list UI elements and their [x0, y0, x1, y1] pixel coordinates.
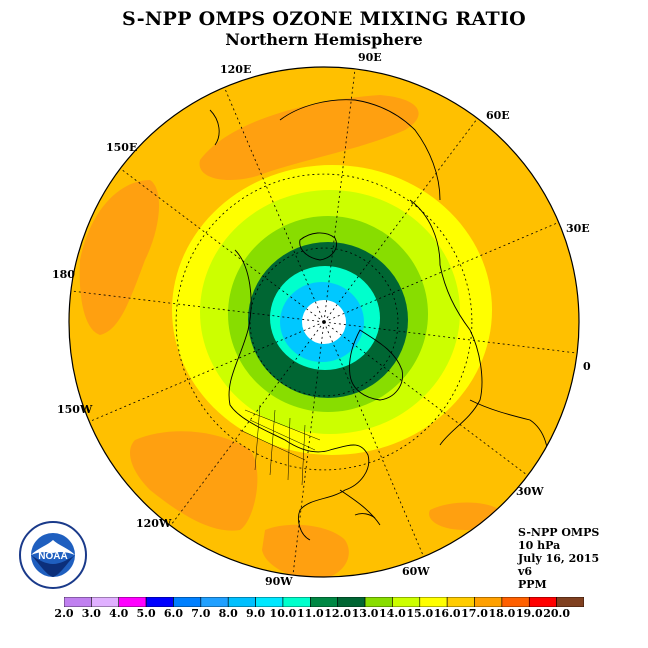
lon-label-120w: 120W	[136, 517, 172, 530]
orange-patch-bottom-left	[130, 431, 258, 531]
map-outline	[68, 66, 580, 578]
noaa-logo-wave	[31, 555, 75, 577]
coast-eurasia	[409, 199, 483, 446]
colorbar-swatch	[64, 597, 92, 607]
colorbar-swatch	[556, 597, 584, 607]
lon-label-90e: 90E	[358, 51, 382, 64]
info-date: July 16, 2015	[518, 552, 600, 565]
longitude-labels: 90E 60E 30E 0 30W 60W 90W 120W 150W 180 …	[52, 51, 591, 588]
colorbar-swatch	[200, 597, 229, 607]
lon-label-60e: 60E	[486, 109, 510, 122]
noaa-logo: NOAA	[19, 521, 87, 589]
lon-label-30e: 30E	[566, 222, 590, 235]
colorbar-labels: 2.0 3.0 4.0 5.0 6.0 7.0 8.0 9.0 10.0 11.0 12.0 13.0…	[0, 607, 648, 623]
coast-greenland	[349, 329, 403, 401]
colorbar-swatch	[337, 597, 366, 607]
lon-label-0: 0	[583, 360, 591, 373]
colorbar-swatch	[227, 597, 256, 607]
colorbar-swatch	[392, 597, 421, 607]
ozone-field	[69, 67, 579, 577]
colorbar-swatch	[282, 597, 311, 607]
colorbar-swatch	[173, 597, 202, 607]
graticule	[70, 68, 578, 576]
colorbar-swatch	[419, 597, 448, 607]
us-state-grid	[239, 404, 321, 486]
colorbar-swatch	[91, 597, 120, 607]
colorbar-tick-label: 6.0	[163, 607, 184, 620]
colorbar-swatch	[364, 597, 393, 607]
colorbar-tick-label: 19.0	[515, 607, 543, 620]
orange-patch-bottom	[262, 524, 349, 577]
coastlines	[209, 99, 549, 541]
colorbar-tick-label: 20.0	[543, 607, 571, 620]
coast-central-america	[339, 489, 381, 526]
coast-caribbean	[354, 513, 376, 519]
coast-japan	[209, 109, 220, 146]
lon-label-150e: 150E	[106, 141, 137, 154]
noaa-logo-bird	[31, 540, 75, 555]
info-instrument: S-NPP OMPS	[518, 526, 600, 539]
colorbar-tick-label: 17.0	[461, 607, 488, 620]
orange-patch-top	[199, 95, 419, 180]
state-lines	[239, 404, 321, 486]
colorbar	[64, 597, 584, 607]
colorbar-tick-label: 13.0	[351, 607, 379, 620]
coast-north-america	[228, 249, 370, 541]
lon-label-60w: 60W	[402, 565, 430, 578]
lon-label-30w: 30W	[516, 485, 544, 498]
colorbar-tick-label: 4.0	[109, 607, 129, 620]
noaa-logo-text: NOAA	[38, 551, 67, 562]
colorbar-swatch	[145, 597, 174, 607]
colorbar-tick-label: 5.0	[136, 607, 156, 620]
colorbar-tick-label: 12.0	[324, 607, 352, 620]
colorbar-swatch	[118, 597, 147, 607]
colorbar-tick-label: 14.0	[379, 607, 406, 620]
info-pressure-level: 10 hPa	[518, 539, 561, 552]
colorbar-tick-label: 10.0	[269, 607, 297, 620]
colorbar-swatch	[310, 597, 338, 607]
colorbar-tick-label: 15.0	[406, 607, 434, 620]
coast-asia-north	[279, 99, 441, 201]
lon-label-90w: 90W	[265, 575, 293, 588]
colorbar-tick-label: 8.0	[218, 607, 238, 620]
map-subtitle: Northern Hemisphere	[225, 30, 423, 49]
lon-label-120e: 120E	[220, 63, 251, 76]
map-title: S-NPP OMPS OZONE MIXING RATIO	[121, 8, 527, 30]
latitude-circle	[249, 247, 399, 397]
colorbar-swatch	[474, 597, 503, 607]
colorbar-tick-label: 2.0	[54, 607, 74, 620]
info-units: PPM	[518, 578, 547, 591]
lon-label-180: 180	[52, 268, 75, 281]
orange-patch-left	[79, 180, 160, 335]
colorbar-swatch	[255, 597, 284, 607]
colorbar-swatch	[501, 597, 530, 607]
coast-arctic-islands	[299, 232, 337, 261]
colorbar-tick-label: 16.0	[433, 607, 461, 620]
lon-label-150w: 150W	[57, 403, 93, 416]
colorbar-swatch	[528, 597, 557, 607]
colorbar-tick-label: 7.0	[191, 607, 211, 620]
info-version: v6	[518, 565, 533, 578]
colorbar-tick-label: 18.0	[488, 607, 516, 620]
latitude-circle	[175, 173, 473, 471]
colorbar-tick-label: 9.0	[246, 607, 266, 620]
colorbar-tick-label: 11.0	[296, 607, 324, 620]
colorbar-swatch	[446, 597, 475, 607]
info-block: S-NPP OMPS 10 hPa July 16, 2015 v6 PPM	[518, 526, 599, 591]
colorbar-tick-label: 3.0	[81, 607, 101, 620]
